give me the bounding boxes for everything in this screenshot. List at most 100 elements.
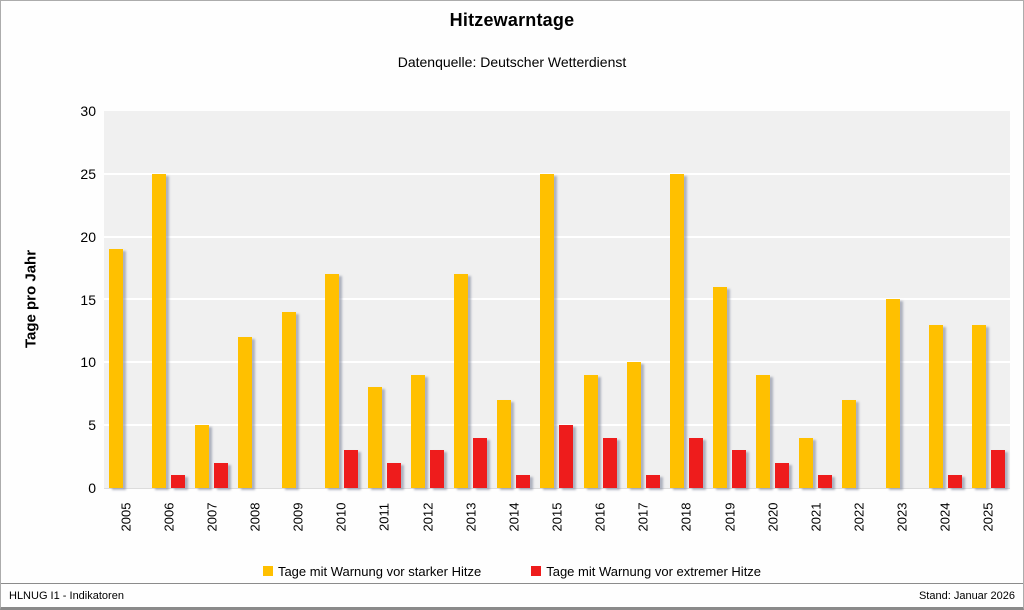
bar-strong-heat [281,312,296,488]
bar-extreme-heat [818,475,833,488]
x-axis-tick: 2011 [363,491,406,543]
bar-group [535,111,578,488]
x-axis-label: 2005 [118,502,134,532]
x-axis-label: 2019 [722,502,738,532]
x-axis-tick: 2018 [665,491,708,543]
legend-item-extreme-heat: Tage mit Warnung vor extremer Hitze [531,564,761,579]
gridline [104,173,1010,175]
bar-strong-heat [454,274,469,488]
bar-group [579,111,622,488]
bar-group [104,111,147,488]
bar-groups [104,111,1010,488]
x-axis-tick: 2024 [924,491,967,543]
bar-strong-heat [756,375,771,488]
x-axis-label: 2011 [376,503,392,531]
bar-strong-heat [195,425,210,488]
x-axis-tick: 2021 [794,491,837,543]
gridline [104,424,1010,426]
bar-strong-heat [324,274,339,488]
x-axis-tick: 2020 [751,491,794,543]
x-axis-label: 2016 [592,502,608,532]
bar-group [751,111,794,488]
y-axis-tick-label: 15 [80,292,96,308]
bar-extreme-heat [645,475,660,488]
y-axis-title: Tage pro Jahr [22,249,40,349]
x-axis-label: 2018 [678,502,694,532]
y-axis-tick-label: 5 [88,417,96,433]
bar-extreme-heat [343,450,358,488]
bar-extreme-heat [473,438,488,488]
x-axis-tick: 2014 [492,491,535,543]
bar-group [320,111,363,488]
bar-strong-heat [713,287,728,488]
footer: HLNUG I1 - Indikatoren Stand: Januar 202… [1,583,1023,607]
chart-title: Hitzewarntage [449,10,575,30]
bar-extreme-heat [602,438,617,488]
bar-group [363,111,406,488]
x-axis-tick: 2007 [190,491,233,543]
x-axis-tick: 2015 [535,491,578,543]
y-axis-tick-label: 20 [80,229,96,245]
bar-strong-heat [928,325,943,488]
y-axis-tick-label: 30 [80,103,96,119]
bar-group [406,111,449,488]
bar-strong-heat [367,387,382,488]
extreme-heat-swatch-icon [531,566,542,576]
bar-group [233,111,276,488]
bar-extreme-heat [516,475,531,488]
chart-subtitle: Datenquelle: Deutscher Wetterdienst [397,54,627,70]
footer-source-label: HLNUG I1 - Indikatoren [9,589,124,602]
bar-extreme-heat [947,475,962,488]
x-axis-label: 2017 [635,502,651,532]
bar-group [794,111,837,488]
x-axis-tick: 2008 [233,491,276,543]
y-axis-tick-label: 0 [88,480,96,496]
bar-strong-heat [626,362,641,488]
gridline [104,298,1010,300]
bar-group [837,111,880,488]
x-axis-tick: 2010 [320,491,363,543]
strong-heat-swatch-icon [262,566,273,576]
y-axis-tick-label: 10 [80,354,96,370]
x-axis-tick: 2017 [622,491,665,543]
bar-group [147,111,190,488]
bar-strong-heat [799,438,814,488]
bar-strong-heat [540,174,555,488]
x-axis-tick: 2019 [708,491,751,543]
bar-strong-heat [583,375,598,488]
bar-group [665,111,708,488]
bar-strong-heat [152,174,167,488]
bar-extreme-heat [171,475,186,488]
legend-label-strong-heat: Tage mit Warnung vor starker Hitze [277,563,482,579]
bar-extreme-heat [775,463,790,488]
bar-group [277,111,320,488]
x-axis-label: 2012 [420,502,436,532]
x-axis-label: 2023 [894,502,910,532]
x-axis-tick: 2022 [837,491,880,543]
x-axis-label: 2020 [765,502,781,532]
bar-strong-heat [238,337,253,488]
bar-group [190,111,233,488]
x-axis-labels: 2005 2006 2007 2008 2009 2010 2011 2012 2013 2014… [104,491,1010,543]
bar-group [924,111,967,488]
x-axis-label: 2021 [808,502,824,532]
y-axis-tick-label: 25 [80,166,96,182]
bar-extreme-heat [214,463,229,488]
x-axis-label: 2008 [247,502,263,532]
x-axis-label: 2010 [333,502,349,532]
bar-strong-heat [669,174,684,488]
x-axis-label: 2014 [506,502,522,532]
x-axis-tick: 2016 [579,491,622,543]
bar-extreme-heat [688,438,703,488]
y-axis-ticks: 0 5 10 15 20 25 30 [41,103,96,496]
x-axis-tick: 2025 [967,491,1010,543]
x-axis-label: 2007 [204,502,220,532]
x-axis-tick: 2009 [277,491,320,543]
bar-extreme-heat [430,450,445,488]
bar-group [967,111,1010,488]
x-axis-label: 2015 [549,502,565,532]
x-axis-tick: 2012 [406,491,449,543]
plot-area [104,111,1010,489]
bar-extreme-heat [386,463,401,488]
